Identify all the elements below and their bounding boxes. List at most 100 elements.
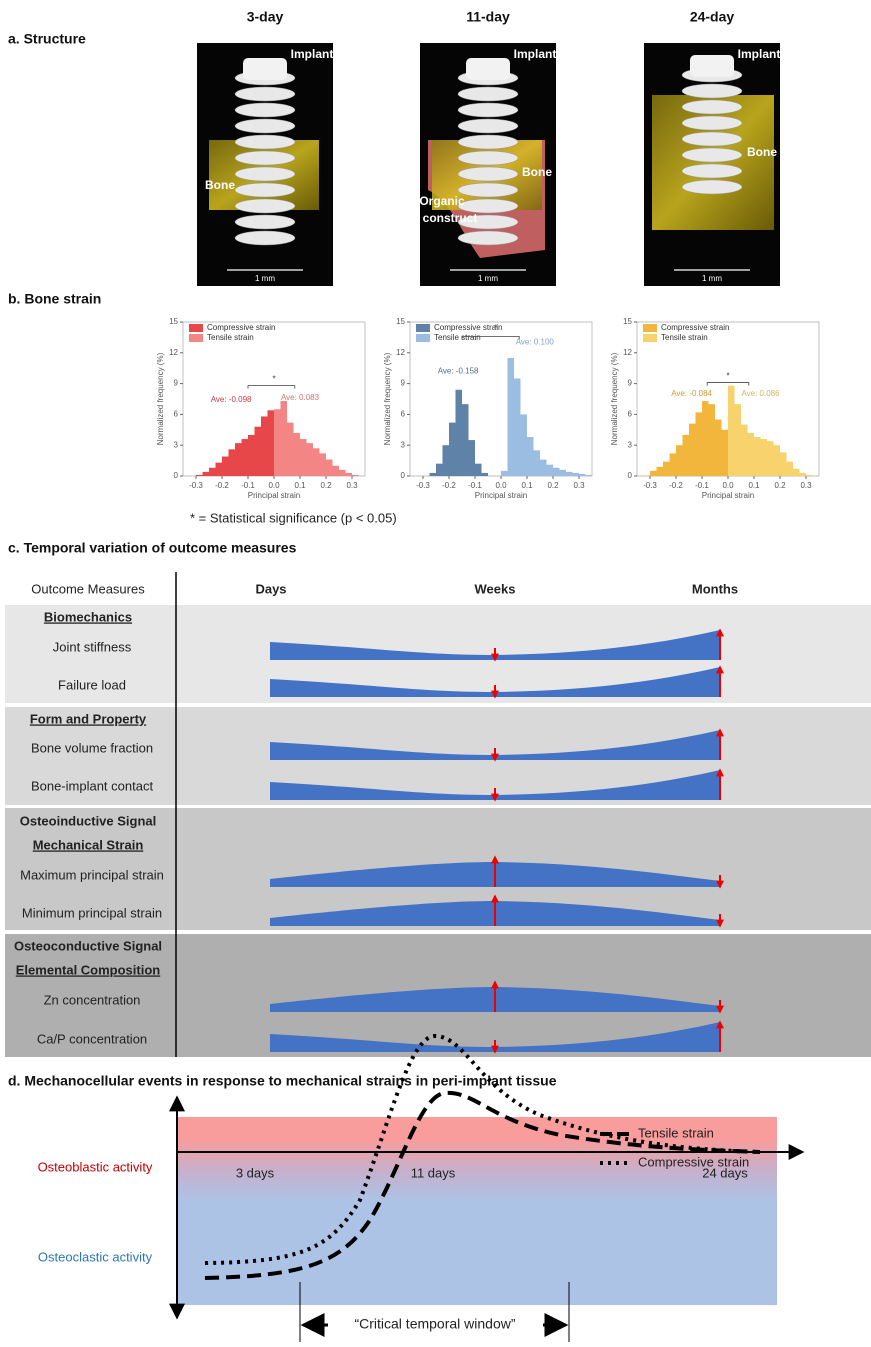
y-tick-label: 6 — [174, 410, 179, 419]
image-label: Organic — [419, 194, 465, 208]
row-label: Minimum principal strain — [22, 905, 162, 920]
implant-thread — [457, 214, 519, 230]
image-label: Implant — [738, 47, 781, 61]
x-tick-label: 0.2 — [320, 481, 332, 490]
annotation: Ave: -0.158 — [438, 366, 479, 375]
y-tick-label: 15 — [169, 317, 178, 326]
plot-frame — [409, 321, 593, 477]
histogram-bar — [287, 422, 294, 476]
legend-swatch — [416, 324, 430, 332]
legend-swatch — [643, 334, 657, 342]
implant-thread — [457, 230, 519, 246]
histogram-bar — [215, 462, 222, 476]
histogram-bar — [520, 414, 527, 476]
group-title: Elemental Composition — [16, 962, 161, 977]
scale-label: 1 mm — [702, 274, 722, 283]
histogram-bar — [741, 424, 748, 476]
histogram-bar — [793, 468, 800, 476]
histogram-bar — [682, 434, 689, 476]
y-tick-label: 12 — [623, 348, 632, 357]
implant-thread — [681, 179, 743, 195]
implant-thread — [681, 83, 743, 99]
y-tick-label: 15 — [396, 317, 405, 326]
implant-thread — [457, 118, 519, 134]
annotation: Ave: 0.086 — [741, 389, 780, 398]
footnote: * = Statistical significance (p < 0.05) — [190, 510, 397, 525]
image-label: Bone — [747, 145, 777, 159]
scale-label: 1 mm — [478, 274, 498, 283]
legend-label: Tensile strain — [661, 333, 708, 342]
x-tick-label: -0.1 — [695, 481, 709, 490]
histogram-bar — [254, 426, 261, 476]
histogram-bar — [475, 463, 482, 476]
implant-head — [466, 58, 510, 80]
panel-title: c. Temporal variation of outcome measure… — [8, 540, 297, 556]
histogram-bar — [429, 472, 436, 476]
activity-background — [177, 1117, 777, 1305]
y-tick-label: 0 — [401, 471, 406, 480]
histogram-bar — [754, 436, 761, 476]
histogram-bar — [442, 445, 449, 476]
implant-head — [690, 55, 734, 77]
histogram-bar — [332, 465, 339, 476]
x-label: 3 days — [236, 1165, 275, 1180]
panel-title: d. Mechanocellular events in response to… — [8, 1073, 557, 1089]
histogram-bar — [449, 422, 456, 476]
annotation: Ave: -0.084 — [671, 389, 712, 398]
histogram-bar — [339, 469, 346, 476]
histogram-bar — [695, 412, 702, 476]
image-label: Bone — [205, 178, 235, 192]
row-label: Zn concentration — [44, 992, 141, 1007]
y-axis-label: Normalized frequency (%) — [156, 352, 165, 445]
x-label: 11 days — [411, 1165, 456, 1180]
histogram-bar — [553, 467, 560, 476]
y-tick-label: 9 — [628, 379, 633, 388]
column-title: 3-day — [247, 9, 284, 25]
implant-thread — [234, 230, 296, 246]
implant-thread — [234, 166, 296, 182]
histogram-bar — [786, 461, 793, 476]
row-label: Bone-implant contact — [31, 778, 154, 793]
column-header: Days — [255, 581, 286, 596]
legend-label: Compressive strain — [638, 1154, 749, 1169]
tensile-curve — [204, 1090, 761, 1280]
implant-thread — [457, 198, 519, 214]
x-tick-label: 0.0 — [722, 481, 734, 490]
row-label: Failure load — [58, 677, 126, 692]
histogram-bar — [527, 436, 534, 476]
histogram-bar — [650, 470, 657, 476]
group-title: Form and Property — [30, 711, 147, 726]
implant-thread — [234, 198, 296, 214]
image-label: Bone — [522, 165, 552, 179]
histogram-bar — [702, 401, 709, 476]
implant-thread — [234, 214, 296, 230]
implant-thread — [234, 150, 296, 166]
histogram-bar — [747, 432, 754, 476]
histogram-bar — [196, 474, 203, 476]
histogram-bar — [507, 357, 514, 476]
legend-swatch — [643, 324, 657, 332]
row-label: Bone volume fraction — [31, 740, 153, 755]
window-label: “Critical temporal window” — [354, 1316, 515, 1332]
legend-swatch — [416, 334, 430, 342]
histogram-bar — [676, 445, 683, 476]
implant-thread — [457, 150, 519, 166]
histogram-bar — [721, 429, 728, 476]
y-tick-label: 9 — [174, 379, 179, 388]
histogram-bar — [728, 385, 735, 476]
histogram-bar — [669, 453, 676, 476]
histogram-bar — [313, 448, 320, 476]
histogram-bar — [559, 469, 566, 476]
y-tick-label: 15 — [623, 317, 632, 326]
x-tick-label: 0.3 — [800, 481, 812, 490]
column-title: 24-day — [690, 9, 735, 25]
image-label: Implant — [291, 47, 334, 61]
histogram-bar — [352, 474, 359, 476]
group-title: Osteoconductive Signal — [14, 938, 162, 953]
legend-label: Tensile strain — [434, 333, 481, 342]
y-tick-label: 9 — [401, 379, 406, 388]
annotation: * — [726, 372, 729, 381]
y-tick-label: 12 — [396, 348, 405, 357]
y-axis-label: Normalized frequency (%) — [610, 352, 619, 445]
legend-label: Tensile strain — [638, 1125, 714, 1140]
